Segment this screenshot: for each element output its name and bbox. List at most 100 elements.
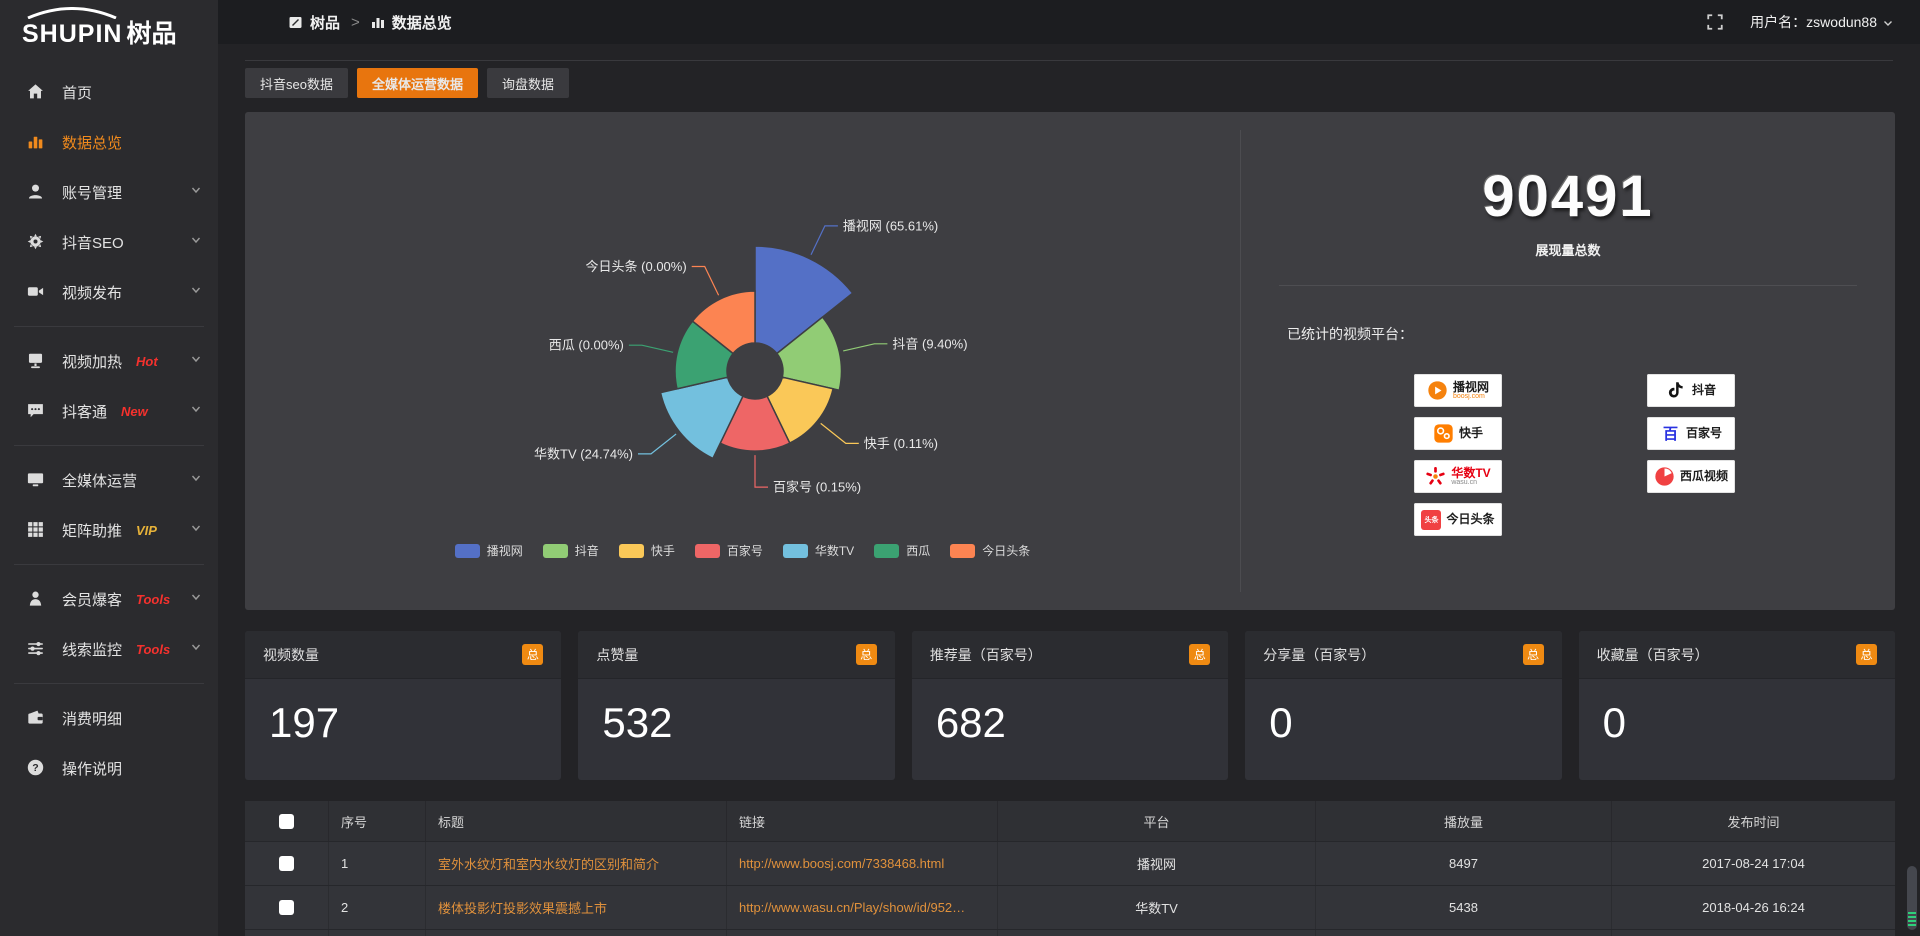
breadcrumb-item-current[interactable]: 数据总览 [391,14,452,32]
platform-share-pie-chart[interactable]: 播视网 (65.61%) 抖音 (9.40%) 快手 (0.11%) 百家号 (0.1… [245,112,1240,542]
select-all-checkbox[interactable] [279,813,294,829]
cell-title-link[interactable]: 室外水纹灯和室内水纹灯的区别和简介 [425,842,726,885]
fullscreen-icon[interactable] [1706,13,1724,31]
media-icon [26,470,46,490]
legend-item-今日头条[interactable]: 今日头条 [950,542,1030,559]
header-cell: 链接 [726,801,997,841]
cell-time [1611,930,1895,936]
pie-slice-抖音[interactable] [775,316,843,392]
sidebar-item-matrix[interactable]: 矩阵助推 VIP [0,506,218,554]
total-badge[interactable]: 总 [1189,644,1211,665]
platform-badge-西瓜视频[interactable]: 西瓜视频 [1647,460,1735,493]
legend-item-华数TV[interactable]: 华数TV [782,542,854,559]
cell-platform: 播视网 [997,842,1315,885]
stat-card-header: 点赞量 总 [578,631,895,679]
sidebar-item-label: 抖音SEO [62,234,124,252]
sidebar-item-data[interactable]: 数据总览 [0,118,218,166]
cell-title-link[interactable] [425,930,726,936]
legend-item-快手[interactable]: 快手 [618,542,675,559]
platform-name: 快手 [1458,426,1483,441]
platform-badge-播视网[interactable]: 播视网 boosj.com [1414,374,1502,407]
cell-url-link[interactable]: http://www.wasu.cn/Play/show/id/952… [726,886,997,929]
row-checkbox[interactable] [279,856,294,871]
video-icon [26,282,46,302]
row-checkbox[interactable] [279,900,294,915]
sidebar-item-label: 会员爆客 [62,591,123,609]
sidebar-item-spend[interactable]: 消费明细 [0,694,218,742]
chevron-down-icon [190,183,202,201]
sidebar-menu: 首页 数据总览 账号管理抖音SEO 视频发布视频加热 Hot 抖客通 New 全媒体运营 矩阵助… [0,68,218,792]
legend-item-西瓜[interactable]: 西瓜 [874,542,930,559]
sidebar-item-help[interactable]: ? 操作说明 [0,744,218,792]
chevron-down-icon [190,640,202,658]
sidebar-item-label: 视频加热 [62,353,123,371]
tab-0[interactable]: 抖音seo数据 [245,68,348,98]
header-cell: 平台 [997,801,1315,841]
sidebar-item-seo[interactable]: 抖音SEO [0,218,218,266]
spend-icon [26,708,46,728]
sidebar-item-member[interactable]: 会员爆客 Tools [0,575,218,623]
sidebar-item-heat[interactable]: 视频加热 Hot [0,337,218,385]
sidebar: SHUPIN 树品 首页 数据总览 账号管理抖音SEO 视频发布视频加热 Hot 抖客通 Ne… [0,0,218,936]
pie-slice-西瓜[interactable] [674,320,735,390]
tab-1[interactable]: 全媒体运营数据 [356,68,478,98]
platform-badge-快手[interactable]: 快手 [1414,417,1502,450]
leads-icon [26,639,46,659]
platform-badge-华数TV[interactable]: 华数TV wasu.cn [1414,460,1502,493]
pie-slice-快手[interactable] [766,376,834,445]
sidebar-item-douke[interactable]: 抖客通 New [0,387,218,435]
sidebar-item-label: 消费明细 [62,710,123,728]
douyin-logo-icon [1666,380,1687,401]
stat-card-0: 视频数量 总 197 [245,631,562,780]
breadcrumb-item-root[interactable]: 树品 [310,14,341,32]
legend-label: 抖音 [574,544,599,558]
chevron-down-icon [190,233,202,251]
cell-time: 2017-08-24 17:04 [1611,842,1895,885]
scrollbar-thumb[interactable] [1907,866,1917,930]
pie-slice-今日头条[interactable] [691,290,756,355]
legend-item-播视网[interactable]: 播视网 [454,542,523,559]
table-row-3 [245,929,1895,936]
sidebar-item-leads[interactable]: 线索监控 Tools [0,625,218,673]
cell-plays: 8497 [1315,842,1611,885]
legend-item-抖音[interactable]: 抖音 [542,542,599,559]
pie-slice-华数TV[interactable] [659,376,744,460]
legend-item-百家号[interactable]: 百家号 [694,542,763,559]
legend-label: 今日头条 [982,544,1031,558]
pie-slice-播视网[interactable] [754,245,854,355]
total-badge[interactable]: 总 [1522,644,1544,665]
sidebar-item-publish[interactable]: 视频发布 [0,268,218,316]
stat-card-title: 收藏量（百家号） [1596,646,1709,663]
cell-url-link[interactable]: http://www.boosj.com/7338468.html [726,842,997,885]
divider [14,326,204,327]
cell-title-link[interactable]: 楼体投影灯投影效果震撼上市 [425,886,726,929]
cell-url-link[interactable] [726,930,997,936]
user-menu[interactable]: 用户名：zswodun88 [1750,12,1894,32]
platform-badge-抖音[interactable]: 抖音 [1647,374,1735,407]
sidebar-item-media[interactable]: 全媒体运营 [0,456,218,504]
home-icon [26,82,46,102]
legend-swatch [694,543,720,558]
cell-index [328,930,425,936]
platform-badge-今日头条[interactable]: 头条 今日头条 [1414,503,1502,536]
legend-label: 快手 [650,544,675,558]
header-cell: 序号 [328,801,425,841]
platform-sub: wasu.cn [1451,479,1478,487]
total-badge[interactable]: 总 [855,644,877,665]
total-badge[interactable]: 总 [1856,644,1878,665]
platform-badge-百家号[interactable]: 百百家号 [1647,417,1735,450]
platform-name: 华数TV [1451,465,1491,480]
sidebar-item-account[interactable]: 账号管理 [0,168,218,216]
legend-swatch [454,543,480,558]
sidebar-item-home[interactable]: 首页 [0,68,218,116]
cell-time: 2018-04-26 16:24 [1611,886,1895,929]
label-line [691,265,720,296]
brand-logo[interactable]: SHUPIN 树品 [0,0,218,60]
pie-slice-百家号[interactable] [719,395,791,452]
cell-plays [1315,930,1611,936]
cell-checkbox [245,886,328,929]
tab-2[interactable]: 询盘数据 [486,68,569,98]
platform-name: 百家号 [1685,426,1722,441]
total-badge[interactable]: 总 [522,644,544,665]
kuaishou-logo-icon [1433,423,1454,444]
